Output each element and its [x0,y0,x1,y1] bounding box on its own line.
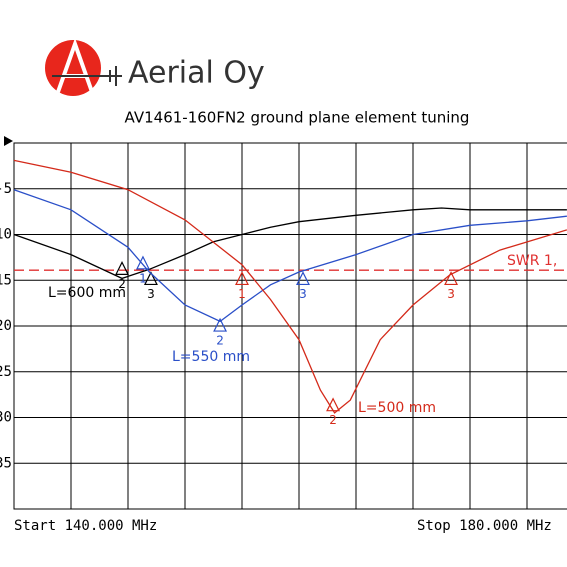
start-label: Start 140.000 MHz [14,518,157,534]
y-tick-label: -30 [0,410,12,426]
y-tick-label: -35 [0,455,12,471]
y-tick-label: -5 [0,181,12,197]
marker: 2 [115,261,129,291]
logo-antenna [52,66,122,86]
marker-triangle [213,317,228,332]
y-tick-label: -15 [0,272,12,288]
marker: 2 [326,397,341,427]
marker: 3 [444,271,459,301]
marker-label: 3 [447,287,455,301]
marker-label: 1 [139,271,147,285]
marker: 2 [213,317,228,348]
marker-triangle [235,271,249,286]
marker-label: 1 [238,287,246,301]
marker-triangle [326,397,341,412]
marker-label: 2 [216,334,224,348]
brand: Aerial Oy [128,56,265,91]
marker-label: 3 [299,287,307,301]
marker-label: 2 [329,413,337,427]
trace [13,189,567,323]
reference-arrow [4,136,13,146]
logo [45,38,122,96]
marker-triangle [143,271,158,286]
marker-triangle [296,271,310,286]
reference-label: SWR 1, [507,253,557,269]
marker: 1 [235,271,249,301]
marker-label: 2 [118,277,126,291]
marker: 1 [135,255,150,285]
marker: 3 [143,271,158,301]
marker-triangle [444,271,459,286]
marker-triangle [115,261,129,275]
y-tick-label: -20 [0,318,12,334]
marker-label: 3 [147,287,155,301]
series-label: L=500 mm [358,400,436,416]
marker-triangle [135,255,150,270]
y-tick-label: -10 [0,227,12,243]
series-label: L=600 mm [48,285,126,301]
y-tick-label: -25 [0,364,12,380]
stop-label: Stop 180.000 MHz [417,518,552,534]
series-label: L=550 mm [172,349,250,365]
chart-title: AV1461-160FN2 ground plane element tunin… [125,109,470,127]
trace [13,159,567,414]
trace [13,207,567,280]
marker: 3 [296,271,310,301]
